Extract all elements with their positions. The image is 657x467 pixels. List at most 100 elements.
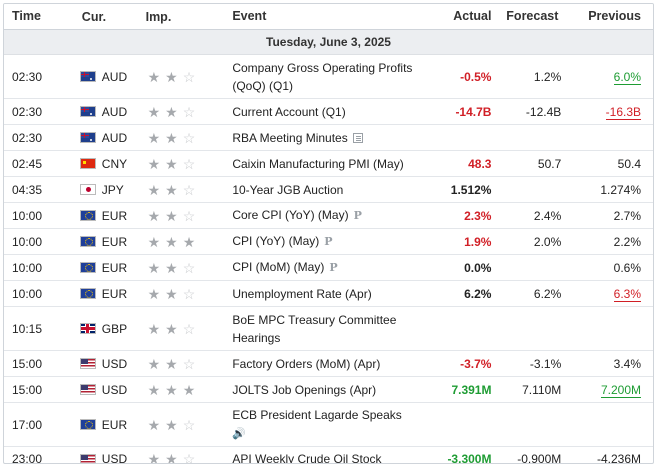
event-time: 10:15 (12, 321, 43, 336)
event-time: 10:00 (12, 234, 43, 249)
event-name[interactable]: 10-Year JGB Auction (229, 181, 415, 199)
event-name[interactable]: Company Gross Operating Profits (QoQ) (Q… (229, 59, 415, 95)
table-row[interactable]: 10:00 EUR ★ ★ ☆ CPI (MoM) (May) P 0.0% 0.6% (4, 255, 653, 281)
importance-stars: ★ ★ ☆ (144, 131, 230, 145)
previous-value: 3.4% (613, 356, 642, 371)
event-name[interactable]: RBA Meeting Minutes (229, 129, 415, 147)
table-row[interactable]: 10:00 EUR ★ ★ ☆ Unemployment Rate (Apr) 6.2% 6.… (4, 281, 653, 307)
star-filled-icon: ★ (165, 68, 178, 85)
previous-cell: -4.236M (565, 452, 653, 463)
previous-value: 6.0% (613, 69, 642, 85)
header-time[interactable]: Time (12, 9, 41, 23)
actual-value: 1.512% (450, 182, 492, 197)
event-title[interactable]: CPI (MoM) (May) (232, 260, 325, 275)
importance-stars: ★ ★ ☆ (144, 357, 230, 371)
star-filled-icon: ★ (165, 259, 178, 276)
event-time: 23:00 (12, 452, 43, 464)
star-filled-icon: ★ (147, 233, 161, 250)
star-filled-icon: ★ (165, 233, 178, 250)
previous-cell: 2.7% (565, 209, 653, 223)
table-row[interactable]: 23:00 USD ★ ★ ☆ API Weekly Crude Oil Stock -3.… (4, 447, 653, 464)
event-name[interactable]: CPI (MoM) (May) P (229, 258, 415, 277)
event-name[interactable]: BoE MPC Treasury Committee Hearings (229, 311, 415, 347)
importance-stars: ★ ★ ☆ (144, 261, 230, 275)
table-row[interactable]: 15:00 USD ★ ★ ★ JOLTS Job Openings (Apr) 7.391… (4, 377, 653, 403)
star-filled-icon: ★ (165, 155, 178, 172)
forecast-value: 2.4% (533, 208, 562, 223)
event-name[interactable]: Current Account (Q1) (229, 103, 415, 121)
table-row[interactable]: 10:15 GBP ★ ★ ☆ BoE MPC Treasury Committee He… (4, 307, 653, 351)
event-name[interactable]: Caixin Manufacturing PMI (May) (229, 155, 415, 173)
star-filled-icon: ★ (147, 355, 161, 372)
currency-code: GBP (101, 321, 128, 336)
previous-value: 2.7% (613, 208, 642, 223)
star-empty-icon: ☆ (182, 259, 196, 276)
star-filled-icon: ★ (147, 451, 161, 464)
table-row[interactable]: 17:00 EUR ★ ★ ☆ ECB President Lagarde Speaks 🔊 (4, 403, 653, 447)
table-row[interactable]: 10:00 EUR ★ ★ ☆ Core CPI (YoY) (May) P 2.3% 2.4%… (4, 203, 653, 229)
previous-cell: 3.4% (565, 357, 653, 371)
star-filled-icon: ★ (147, 207, 161, 224)
event-title[interactable]: 10-Year JGB Auction (232, 182, 344, 197)
flag-aud-icon (79, 132, 96, 143)
header-currency[interactable]: Cur. (81, 9, 107, 24)
table-row[interactable]: 02:30 AUD ★ ★ ☆ Current Account (Q1) -14.7B -12… (4, 99, 653, 125)
event-name[interactable]: ECB President Lagarde Speaks 🔊 (229, 406, 415, 443)
flag-usd-icon (79, 358, 96, 369)
star-filled-icon: ★ (165, 285, 178, 302)
table-row[interactable]: 02:45 CNY ★ ★ ☆ Caixin Manufacturing PMI (May… (4, 151, 653, 177)
table-row[interactable]: 10:00 EUR ★ ★ ★ CPI (YoY) (May) P 1.9% 2.0% 2.2% (4, 229, 653, 255)
star-empty-icon: ☆ (182, 68, 196, 85)
event-title[interactable]: BoE MPC Treasury Committee Hearings (232, 312, 397, 345)
speaker-icon: 🔊 (232, 427, 247, 440)
previous-cell: 1.274% (565, 183, 653, 197)
star-filled-icon: ★ (182, 233, 196, 250)
table-row[interactable]: 02:30 AUD ★ ★ ☆ Company Gross Operating Profi… (4, 55, 653, 99)
table-row[interactable]: 15:00 USD ★ ★ ☆ Factory Orders (MoM) (Apr) -3.… (4, 351, 653, 377)
event-title[interactable]: RBA Meeting Minutes (232, 130, 348, 145)
event-time: 02:45 (12, 156, 43, 171)
header-previous[interactable]: Previous (588, 9, 641, 23)
star-filled-icon: ★ (165, 320, 178, 337)
event-name[interactable]: Unemployment Rate (Apr) (229, 285, 415, 303)
table-row[interactable]: 02:30 AUD ★ ★ ☆ RBA Meeting Minutes (4, 125, 653, 151)
event-name[interactable]: JOLTS Job Openings (Apr) (229, 381, 415, 399)
event-time: 10:00 (12, 260, 43, 275)
star-empty-icon: ☆ (182, 155, 196, 172)
event-title[interactable]: CPI (YoY) (May) (232, 234, 320, 249)
event-title[interactable]: Company Gross Operating Profits (QoQ) (Q… (232, 60, 413, 93)
document-icon[interactable] (352, 133, 363, 144)
currency-code: EUR (101, 286, 128, 301)
event-name[interactable]: API Weekly Crude Oil Stock (229, 450, 415, 464)
importance-stars: ★ ★ ★ (144, 383, 230, 397)
header-importance[interactable]: Imp. (145, 9, 172, 24)
event-name[interactable]: CPI (YoY) (May) P (229, 232, 415, 251)
flag-eur-icon (79, 236, 96, 247)
event-name[interactable]: Core CPI (YoY) (May) P (229, 206, 415, 225)
event-rows: 02:30 AUD ★ ★ ☆ Company Gross Operating Profi… (4, 55, 653, 464)
event-title[interactable]: Caixin Manufacturing PMI (May) (232, 156, 404, 171)
currency-code: AUD (101, 69, 128, 84)
previous-value: 0.6% (613, 260, 642, 275)
flag-usd-icon (79, 453, 96, 463)
event-title[interactable]: JOLTS Job Openings (Apr) (232, 382, 377, 397)
event-name[interactable]: Factory Orders (MoM) (Apr) (229, 355, 415, 373)
actual-value: -14.7B (455, 104, 492, 119)
event-title[interactable]: Factory Orders (MoM) (Apr) (232, 356, 381, 371)
star-filled-icon: ★ (165, 381, 178, 398)
event-title[interactable]: ECB President Lagarde Speaks (232, 408, 402, 423)
importance-stars: ★ ★ ☆ (144, 183, 230, 197)
event-title[interactable]: API Weekly Crude Oil Stock (232, 452, 382, 464)
event-title[interactable]: Core CPI (YoY) (May) (232, 208, 349, 223)
header-event[interactable]: Event (232, 9, 267, 23)
currency-code: AUD (101, 104, 128, 119)
header-actual[interactable]: Actual (453, 9, 492, 23)
event-title[interactable]: Current Account (Q1) (232, 104, 346, 119)
previous-value: 1.274% (600, 182, 642, 197)
actual-value: 7.391M (451, 382, 492, 397)
star-filled-icon: ★ (147, 155, 161, 172)
event-title[interactable]: Unemployment Rate (Apr) (232, 286, 372, 301)
header-forecast[interactable]: Forecast (506, 9, 559, 23)
flag-cny-icon (79, 158, 96, 169)
table-row[interactable]: 04:35 JPY ★ ★ ☆ 10-Year JGB Auction 1.512% 1.27… (4, 177, 653, 203)
